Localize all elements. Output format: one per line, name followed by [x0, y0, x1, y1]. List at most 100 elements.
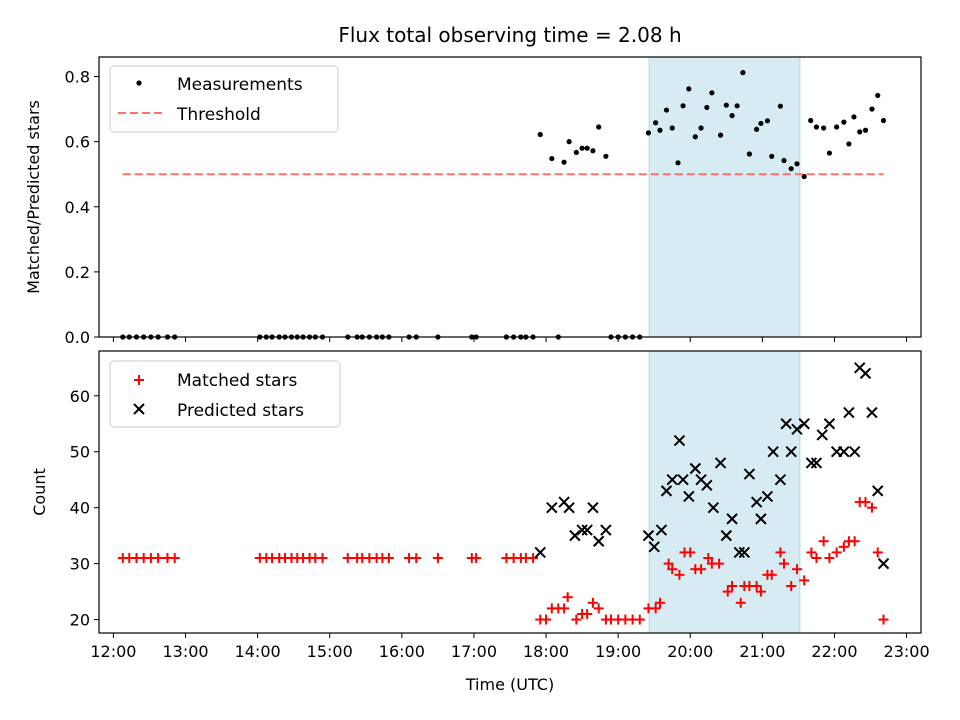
- matched-star-point: [824, 553, 835, 564]
- predicted-star-point: [701, 479, 713, 491]
- matched-star-point: [786, 581, 797, 591]
- predicted-star-point: [569, 529, 581, 542]
- measurement-point: [573, 149, 579, 155]
- x-tick-label: 15:00: [307, 642, 353, 661]
- measurement-point: [686, 86, 692, 92]
- predicted-star-point: [714, 457, 727, 469]
- predicted-star-point: [750, 496, 763, 508]
- measurement-point: [645, 130, 652, 136]
- matched-star-point: [663, 558, 674, 569]
- matched-star-point: [818, 536, 829, 547]
- top-y-axis-label: Matched/Predicted stars: [24, 100, 43, 294]
- measurement-point: [841, 119, 847, 125]
- predicted-star-point: [823, 418, 836, 430]
- measurement-point: [794, 161, 800, 167]
- predicted-star-point: [774, 473, 787, 486]
- top-legend-box: [109, 65, 339, 133]
- chart-title: Flux total observing time = 2.08 h: [338, 23, 681, 47]
- measurement-point: [584, 145, 590, 151]
- measurement-point: [704, 104, 710, 111]
- measurement-point: [880, 117, 887, 124]
- predicted-star-point: [707, 501, 720, 514]
- y-tick-label: 0.8: [65, 68, 90, 87]
- predicted-star-point: [866, 406, 878, 419]
- measurement-point: [754, 126, 760, 132]
- x-tick-label: 20:00: [667, 642, 713, 661]
- measurement-point: [758, 120, 764, 127]
- x-tick-label: 13:00: [162, 642, 208, 661]
- measurement-point: [663, 107, 670, 113]
- measurement-point: [813, 124, 820, 130]
- bottom-legend-box: [109, 360, 341, 428]
- measurement-point: [857, 129, 863, 135]
- measurement-point: [846, 141, 852, 147]
- matched-star-point: [811, 553, 822, 564]
- predicted-star-point: [726, 513, 738, 525]
- legend-measurement-dot-icon: [136, 80, 142, 86]
- top-axes-frame: [98, 56, 922, 338]
- predicted-star-point: [563, 501, 575, 514]
- matched-star-point: [685, 547, 696, 558]
- bottom-axis-ticks: 20 30 40 50 60 12:00 13:00 14:00 15:00 16:00 17:00…: [70, 387, 930, 661]
- measurement-point: [669, 125, 675, 131]
- predicted-star-point: [798, 418, 810, 430]
- predicted-star-point: [743, 468, 756, 480]
- x-tick-label: 12:00: [90, 642, 136, 661]
- y-tick-label: 0.0: [65, 328, 90, 347]
- measurement-point: [692, 134, 698, 140]
- predicted-star-point: [642, 529, 655, 542]
- measurement-point: [851, 114, 857, 120]
- predicted-star-point: [587, 501, 599, 514]
- x-tick-label: 19:00: [595, 642, 641, 661]
- x-tick-label: 18:00: [523, 642, 569, 661]
- predicted-star-point: [581, 524, 593, 536]
- measurement-point: [788, 166, 794, 172]
- bottom-y-axis-label: Count: [30, 468, 49, 516]
- measurement-point: [862, 127, 869, 133]
- matched-star-point: [751, 581, 762, 591]
- matched-star-point: [667, 564, 678, 575]
- predicted-star-point: [660, 485, 673, 497]
- predicted-star-point: [780, 418, 792, 430]
- matched-star-point: [878, 614, 889, 625]
- matched-star-point: [528, 553, 539, 564]
- matched-star-point: [471, 553, 482, 564]
- legend-x-marker-icon: [133, 403, 145, 415]
- measurement-point: [709, 90, 715, 96]
- x-tick-label: 22:00: [811, 642, 857, 661]
- predicted-star-point: [733, 546, 746, 559]
- measurement-point: [698, 125, 704, 131]
- matched-star-point: [722, 586, 733, 597]
- predicted-star-point: [592, 535, 605, 547]
- x-tick-label: 17:00: [451, 642, 497, 661]
- matched-star-point: [634, 614, 645, 625]
- matched-star-point: [766, 569, 777, 580]
- y-tick-label: 60: [70, 387, 90, 406]
- y-tick-label: 50: [70, 443, 90, 462]
- x-tick-label: 21:00: [739, 642, 785, 661]
- bottom-plot-marks: [117, 362, 890, 625]
- measurement-point: [729, 113, 735, 119]
- x-tick-label: 16:00: [379, 642, 425, 661]
- matched-star-point: [587, 597, 598, 608]
- y-tick-label: 0.2: [65, 263, 90, 282]
- predicted-star-point: [648, 541, 660, 553]
- legend-threshold-label: Threshold: [176, 105, 261, 125]
- y-tick-label: 0.4: [65, 198, 90, 217]
- legend-measurements-label: Measurements: [177, 75, 303, 95]
- matched-star-point: [411, 553, 422, 564]
- predicted-star-point: [546, 501, 558, 514]
- legend-predicted-label: Predicted stars: [177, 401, 304, 421]
- matched-star-point: [860, 497, 871, 508]
- predicted-star-point: [761, 490, 774, 503]
- x-tick-label: 14:00: [235, 642, 281, 661]
- measurement-point: [746, 151, 752, 157]
- matched-star-point: [654, 597, 665, 608]
- predicted-star-point: [816, 429, 828, 441]
- matched-star-point: [432, 553, 443, 564]
- matched-star-point: [703, 553, 714, 564]
- top-highlight-span: [648, 56, 801, 338]
- matched-star-point: [571, 614, 582, 625]
- measurement-point: [537, 131, 543, 138]
